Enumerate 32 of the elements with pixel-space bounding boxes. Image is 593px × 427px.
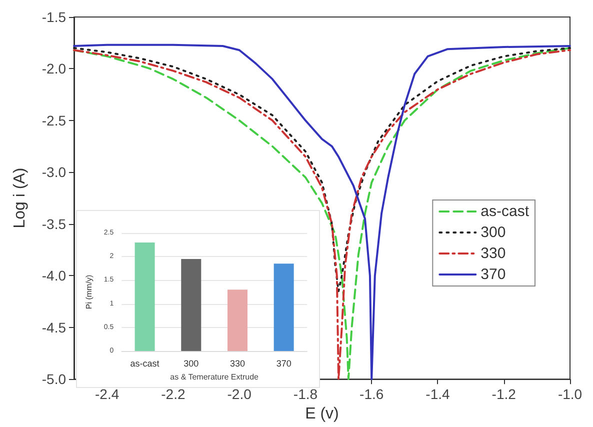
- x-tick-label: 330: [230, 358, 245, 368]
- x-tick-label: -2.2: [161, 386, 186, 402]
- bar: [181, 258, 202, 351]
- legend-label: 300: [480, 224, 506, 241]
- x-tick-label: 300: [184, 358, 199, 368]
- y-tick-label: -2.0: [42, 60, 66, 77]
- y-axis-title: Log i (A): [12, 168, 28, 228]
- legend-label: as-cast: [480, 203, 530, 220]
- x-tick-label: as-cast: [130, 358, 160, 368]
- legend-label: 330: [480, 245, 506, 262]
- x-tick-label: -1.8: [293, 386, 318, 402]
- bar: [227, 290, 248, 351]
- legend-label: 370: [480, 266, 506, 283]
- x-tick-label: 370: [276, 358, 292, 368]
- x-tick-label: -1.0: [558, 386, 582, 402]
- bar: [274, 264, 294, 351]
- y-axis-title: Pi (mm/y): [84, 274, 94, 310]
- y-tick-label: -4.5: [42, 319, 66, 336]
- x-axis-title: E (v): [305, 406, 339, 422]
- x-axis-title: as & Temerature Extrude: [170, 372, 260, 382]
- y-tick-label: -3.0: [42, 164, 66, 180]
- x-tick-label: -2.4: [95, 386, 120, 402]
- bar: [134, 242, 155, 351]
- x-tick-label: -1.4: [426, 386, 450, 402]
- x-tick-label: -2.0: [227, 386, 252, 402]
- y-tick-label: -3.5: [42, 216, 66, 232]
- x-tick-label: -1.2: [492, 386, 516, 402]
- y-tick-label: -2.5: [42, 112, 66, 128]
- y-tick-label: -1.5: [42, 9, 66, 25]
- y-tick-label: -4.0: [42, 268, 66, 284]
- x-tick-label: -1.6: [360, 386, 384, 402]
- y-tick-label: -5.0: [42, 371, 66, 388]
